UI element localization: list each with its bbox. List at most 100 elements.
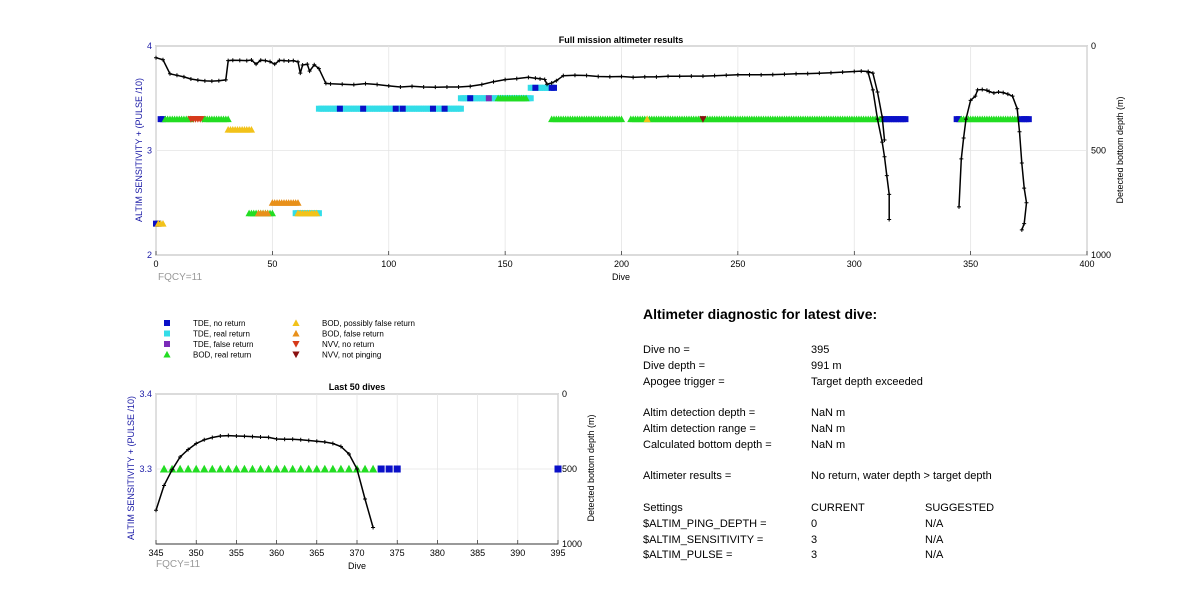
data-marker: [256, 464, 265, 473]
data-marker: [304, 464, 313, 473]
data-marker: [320, 464, 330, 473]
depth-point: [642, 74, 647, 79]
data-marker: [377, 465, 385, 473]
depth-point: [226, 58, 231, 63]
data-marker: [159, 220, 167, 227]
depth-line: [867, 72, 890, 220]
diagnostic-title: Altimeter diagnostic for latest dive:: [643, 306, 878, 322]
depth-point: [346, 452, 351, 456]
depth-point: [355, 467, 359, 471]
depth-point: [987, 89, 992, 94]
x-tick-label: 400: [1079, 259, 1094, 269]
legend-marker: [164, 341, 170, 347]
depth-point: [584, 73, 589, 78]
y-tick-label: 3.3: [139, 464, 152, 474]
depth-point: [959, 156, 964, 161]
depth-point: [884, 173, 889, 178]
depth-point: [1001, 90, 1006, 95]
calc-depth-value: NaN m: [811, 438, 846, 451]
data-marker: [467, 95, 474, 102]
bottom-xlabel: Dive: [348, 561, 366, 571]
depth-point: [549, 80, 554, 85]
x-tick-label: 0: [153, 259, 158, 269]
depth-point: [351, 82, 356, 87]
top-fqcy: FQCY=11: [158, 272, 202, 283]
apogee-row: Apogee trigger = Target depth exceeded: [643, 376, 1083, 392]
depth-point: [170, 467, 175, 472]
depth-point: [456, 84, 461, 89]
depth-point: [980, 87, 985, 92]
depth-point: [263, 58, 268, 63]
x-tick-label: 390: [510, 548, 525, 558]
y2-tick-label: 500: [562, 464, 577, 474]
data-marker: [1025, 116, 1032, 123]
depth-line: [155, 434, 374, 528]
depth-point: [323, 81, 328, 86]
depth-point: [363, 497, 368, 501]
depth-point: [887, 192, 892, 197]
bottom-markers: [159, 464, 562, 473]
bottom-fqcy: FQCY=11: [156, 559, 200, 570]
depth-point: [875, 89, 880, 94]
legend-marker: [292, 329, 300, 337]
depth-point: [154, 508, 158, 513]
depth-point: [840, 70, 845, 75]
depth-point: [747, 72, 752, 77]
y2-tick-label: 1000: [562, 539, 582, 549]
dive-depth-row: Dive depth = 991 m: [643, 360, 1083, 376]
data-marker: [280, 464, 289, 473]
dive-depth-value: 991 m: [811, 359, 842, 372]
legend-marker: [292, 319, 300, 326]
x-tick-label: 370: [349, 548, 364, 558]
depth-point: [202, 78, 207, 83]
depth-point: [306, 438, 311, 443]
depth-point: [700, 74, 705, 79]
legend-marker: [292, 351, 300, 359]
depth-point: [961, 135, 966, 140]
y-tick-label: 2: [147, 250, 152, 260]
depth-point: [491, 79, 496, 84]
depth-point: [882, 138, 887, 143]
depth-point: [984, 88, 989, 93]
data-marker: [159, 464, 169, 473]
depth-point: [444, 84, 449, 89]
depth-point: [596, 74, 601, 79]
depth-point: [1005, 92, 1010, 97]
depth-point: [274, 437, 279, 441]
x-tick-label: 300: [847, 259, 862, 269]
depth-point: [249, 58, 254, 63]
depth-point: [1024, 200, 1029, 205]
data-marker: [264, 464, 273, 473]
depth-point: [330, 441, 335, 446]
depth-point: [1022, 186, 1027, 191]
depth-point: [882, 154, 887, 159]
depth-point: [188, 77, 193, 82]
data-marker: [200, 464, 209, 473]
top-y2label: Detected bottom depth (m): [1115, 96, 1125, 203]
data-marker: [522, 94, 530, 102]
data-marker: [208, 464, 217, 473]
depth-point: [268, 59, 273, 64]
data-marker: [393, 465, 401, 473]
x-tick-label: 150: [498, 259, 513, 269]
depth-point: [1022, 221, 1027, 226]
det-depth-row: Altim detection depth = NaN m: [643, 407, 1083, 423]
x-tick-label: 350: [963, 259, 978, 269]
data-marker: [551, 84, 558, 91]
data-marker: [617, 115, 626, 123]
legend-marker: [164, 330, 170, 337]
depth-point: [724, 73, 729, 78]
depth-point: [194, 441, 199, 446]
x-tick-label: 375: [390, 548, 405, 558]
data-marker: [485, 95, 492, 102]
depth-point: [996, 89, 1001, 94]
data-marker: [294, 199, 302, 206]
depth-point: [828, 70, 833, 75]
data-marker: [159, 116, 166, 123]
depth-point: [195, 78, 200, 83]
legend-label: NVV, no return: [322, 340, 374, 349]
x-tick-label: 345: [148, 548, 163, 558]
data-marker: [264, 209, 272, 217]
depth-point: [371, 525, 376, 530]
depth-point: [174, 73, 179, 78]
